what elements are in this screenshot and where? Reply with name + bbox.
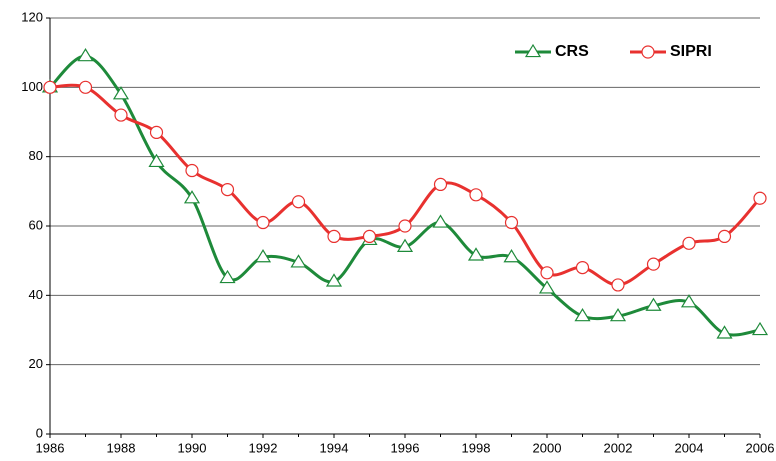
x-tick-label: 2002 xyxy=(604,440,633,455)
marker xyxy=(469,188,483,202)
marker xyxy=(325,273,343,287)
y-tick-label: 20 xyxy=(29,356,43,371)
marker xyxy=(753,191,767,205)
x-tick-label: 2004 xyxy=(675,440,704,455)
marker xyxy=(290,254,307,268)
marker xyxy=(504,215,519,230)
marker xyxy=(575,261,590,275)
marker xyxy=(254,249,272,263)
legend-label: CRS xyxy=(555,43,589,60)
x-tick-label: 2006 xyxy=(746,440,775,455)
x-tick-label: 1996 xyxy=(391,440,420,455)
marker xyxy=(716,325,733,339)
x-tick-label: 1986 xyxy=(36,440,65,455)
marker xyxy=(540,266,554,280)
marker xyxy=(503,249,520,263)
marker xyxy=(114,108,128,122)
marker xyxy=(219,269,236,284)
y-tick-label: 120 xyxy=(21,9,43,24)
line xyxy=(49,83,762,287)
y-tick-label: 40 xyxy=(29,287,43,302)
marker xyxy=(148,153,165,168)
marker xyxy=(717,229,732,243)
x-tick-label: 1994 xyxy=(320,440,349,455)
marker xyxy=(43,80,57,94)
x-tick-label: 1988 xyxy=(107,440,136,455)
marker xyxy=(611,278,625,292)
legend-marker xyxy=(524,43,542,58)
line xyxy=(48,54,761,337)
marker xyxy=(432,214,449,228)
marker xyxy=(680,294,698,308)
marker xyxy=(398,219,412,233)
marker xyxy=(291,195,306,209)
marker xyxy=(467,247,485,261)
y-tick-label: 60 xyxy=(29,217,43,232)
marker xyxy=(362,229,377,243)
x-tick-label: 1992 xyxy=(249,440,278,455)
marker xyxy=(751,321,769,336)
legend-marker xyxy=(641,45,655,59)
marker xyxy=(327,229,341,243)
legend: CRS SIPRI xyxy=(515,43,712,60)
x-tick-label: 2000 xyxy=(533,440,562,455)
y-tick-label: 0 xyxy=(36,425,43,440)
marker xyxy=(538,280,556,294)
marker xyxy=(183,190,201,204)
marker xyxy=(77,47,94,62)
marker xyxy=(149,125,164,139)
marker xyxy=(645,297,662,311)
marker xyxy=(682,236,696,250)
marker xyxy=(574,307,591,322)
marker xyxy=(112,86,130,100)
y-tick-label: 100 xyxy=(21,79,43,94)
marker xyxy=(256,215,270,230)
marker xyxy=(185,163,199,178)
marker xyxy=(78,80,93,94)
marker xyxy=(646,257,661,271)
y-tick-label: 80 xyxy=(29,148,43,163)
marker xyxy=(220,183,235,197)
legend-label: SIPRI xyxy=(670,43,712,60)
marker xyxy=(433,177,448,191)
marker xyxy=(396,238,414,252)
marker xyxy=(609,307,627,322)
x-tick-label: 1990 xyxy=(178,440,207,455)
x-tick-label: 1998 xyxy=(462,440,491,455)
